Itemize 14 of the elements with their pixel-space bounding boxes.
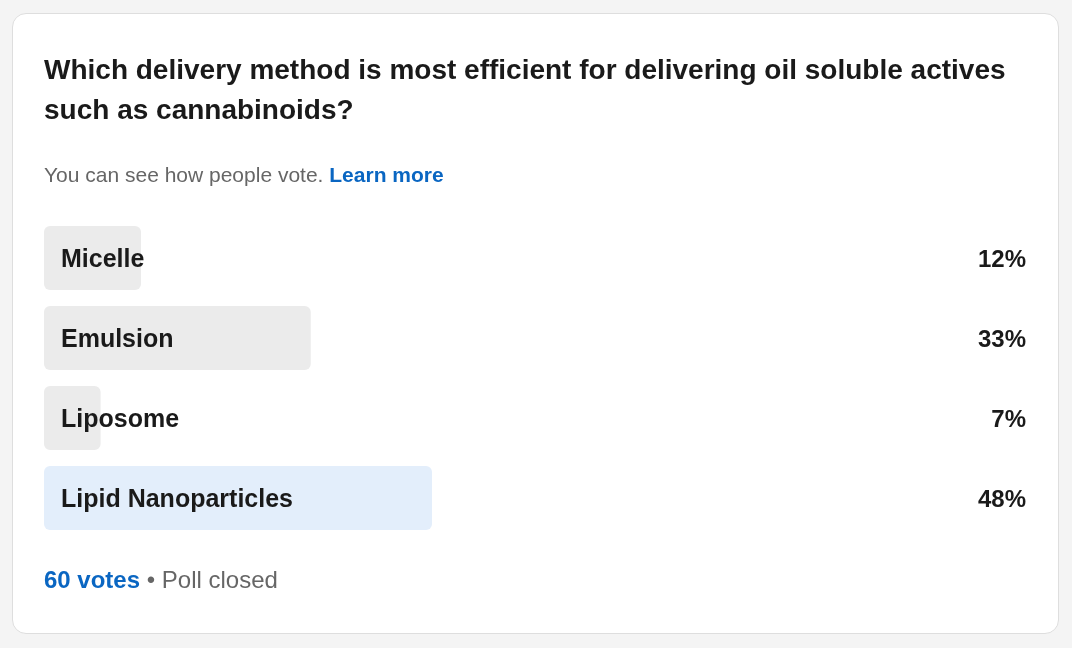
y-tick-label: Micelle bbox=[61, 244, 145, 272]
bar bbox=[44, 466, 432, 530]
y-tick-label: Emulsion bbox=[61, 324, 174, 352]
data-label: 33% bbox=[977, 324, 1026, 352]
data-label: 12% bbox=[977, 244, 1026, 272]
text: 60 votes bbox=[44, 566, 141, 593]
chart-subtitle: You can see how people vote. bbox=[44, 163, 324, 186]
data-label: 7% bbox=[991, 404, 1026, 432]
text: Which delivery method is most efficient for delivering oil soluble actives such as cannabinoids? bbox=[44, 53, 1007, 127]
y-tick-label: Lipid Nanoparticles bbox=[61, 484, 293, 512]
text: Learn more bbox=[328, 163, 444, 186]
y-tick-label: Liposome bbox=[61, 404, 180, 432]
data-label: 48% bbox=[977, 484, 1026, 512]
text: • Poll closed bbox=[145, 566, 278, 593]
